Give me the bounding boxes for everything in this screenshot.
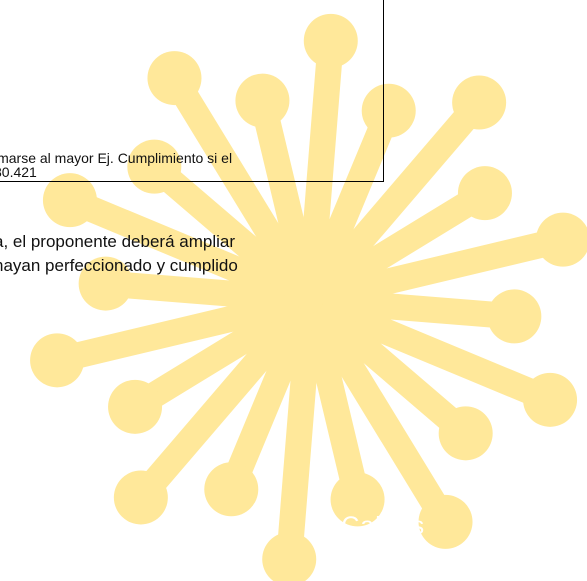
- logo-spoke: [56, 187, 323, 313]
- logo-spoke-end: [204, 462, 259, 517]
- logo-spoke-end: [438, 406, 493, 461]
- logo-spoke: [297, 89, 493, 313]
- logo-spoke-end: [418, 494, 473, 549]
- box-text: imarse al mayor Ej. Cumplimiento si el: [0, 150, 233, 166]
- logo-spoke-end: [452, 75, 507, 130]
- logo-spoke-end: [30, 333, 85, 388]
- logo-spoke-end: [127, 139, 182, 194]
- logo-spoke: [161, 65, 323, 313]
- logo-spoke: [276, 287, 323, 573]
- logo-spoke: [44, 287, 323, 374]
- logo-spoke-end: [113, 470, 168, 525]
- watermark-text: es Caldas: [305, 512, 426, 540]
- logo-spoke: [297, 287, 564, 413]
- logo-spoke: [297, 27, 344, 313]
- logo-spoke-end: [535, 212, 587, 267]
- logo-spoke: [297, 287, 459, 535]
- box-text: 80.421: [0, 164, 37, 180]
- paragraph-text: a, el proponente deberá ampliar: [0, 232, 235, 251]
- logo-spoke-end: [523, 372, 578, 427]
- logo-spoke: [249, 87, 323, 313]
- paragraph-text: hayan perfeccionado y cumplido: [0, 256, 238, 275]
- logo-spoke-end: [235, 73, 290, 128]
- logo-spoke-end: [42, 173, 97, 228]
- logo-spoke-end: [78, 256, 133, 311]
- logo-spoke: [127, 287, 323, 511]
- logo-spoke-end: [303, 13, 358, 68]
- logo-spoke-end: [262, 532, 317, 581]
- logo-spoke-end: [487, 289, 542, 344]
- logo-spoke-end: [147, 51, 202, 106]
- logo-spoke-end: [108, 379, 163, 434]
- logo-spoke: [297, 226, 576, 313]
- logo-spoke-end: [361, 83, 416, 138]
- logo-spoke-end: [330, 472, 385, 527]
- box-frame: [0, 0, 384, 182]
- logo-spoke-end: [457, 166, 512, 221]
